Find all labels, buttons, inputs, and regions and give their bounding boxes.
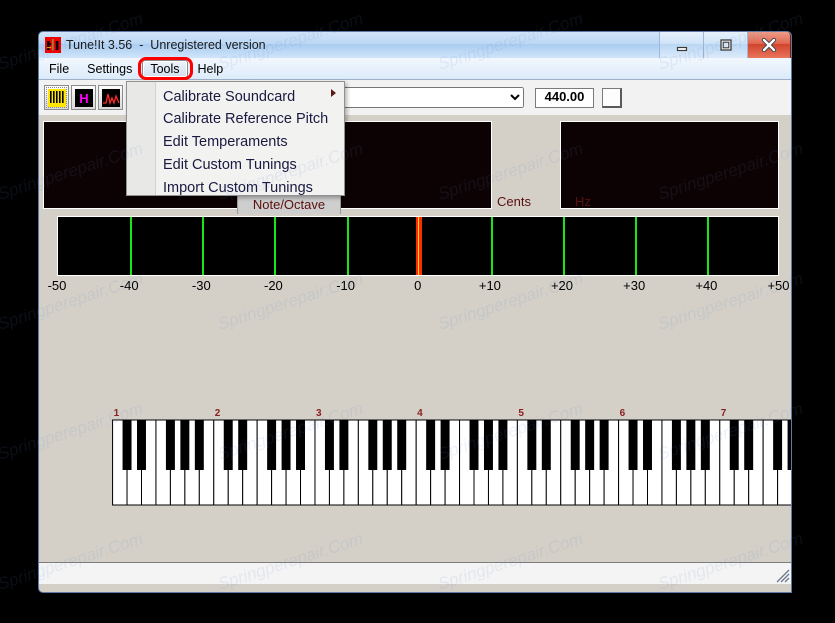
svg-text:2: 2: [215, 408, 221, 419]
svg-text:7: 7: [721, 408, 727, 419]
svg-text:1: 1: [114, 408, 120, 419]
svg-text:6: 6: [620, 408, 626, 419]
svg-text:5: 5: [518, 408, 524, 419]
svg-text:3: 3: [316, 408, 322, 419]
svg-text:4: 4: [417, 408, 423, 419]
